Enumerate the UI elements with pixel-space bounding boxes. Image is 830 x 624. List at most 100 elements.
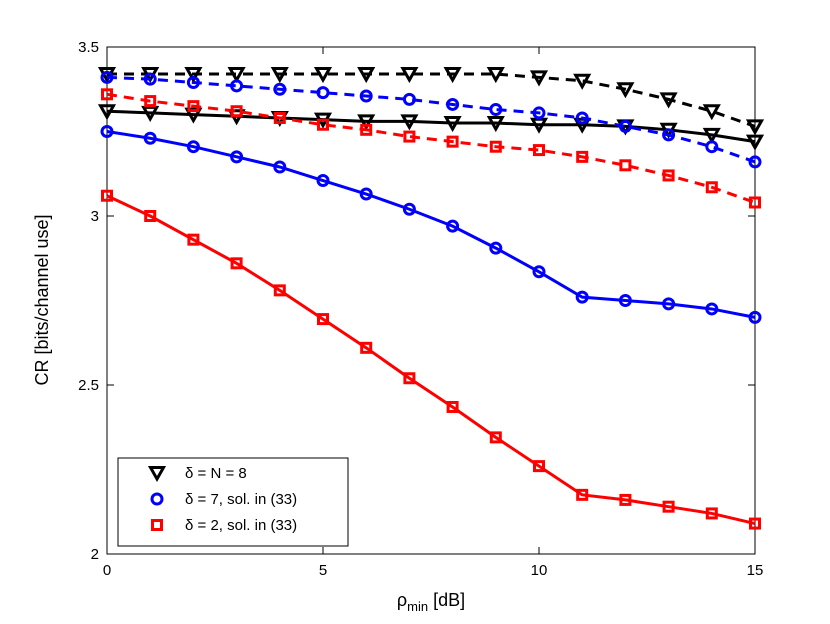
data-point-square bbox=[576, 150, 589, 163]
data-point-triangle-down bbox=[573, 73, 592, 90]
data-point-triangle-down bbox=[357, 67, 376, 84]
series-1 bbox=[97, 104, 765, 151]
data-point-circle bbox=[186, 75, 200, 89]
data-point-circle bbox=[662, 128, 676, 142]
data-point-circle bbox=[446, 219, 460, 233]
legend-box bbox=[117, 457, 349, 547]
legend-marker-circle bbox=[150, 492, 164, 506]
data-point-circle bbox=[748, 310, 762, 324]
data-point-triangle-down bbox=[702, 104, 721, 121]
data-point-triangle-down bbox=[486, 116, 505, 133]
data-point-triangle-down bbox=[702, 127, 721, 144]
data-point-square bbox=[619, 159, 632, 172]
data-point-circle bbox=[705, 302, 719, 316]
data-point-square bbox=[101, 189, 113, 202]
data-point-square bbox=[230, 257, 243, 270]
data-point-triangle-down bbox=[529, 70, 549, 87]
legend-label: δ = 7, sol. in (33) bbox=[185, 491, 297, 508]
data-point-circle bbox=[402, 92, 416, 106]
series-line bbox=[106, 75, 756, 164]
data-point-circle bbox=[489, 241, 503, 255]
data-point-square bbox=[273, 284, 286, 297]
data-point-circle bbox=[143, 72, 157, 86]
data-point-circle bbox=[359, 187, 373, 201]
data-point-square bbox=[489, 140, 502, 153]
data-point-circle bbox=[316, 86, 330, 100]
legend-label: δ = N = 8 bbox=[185, 465, 247, 482]
data-point-triangle-down bbox=[97, 104, 117, 121]
data-point-circle bbox=[489, 103, 503, 117]
series-line bbox=[106, 92, 756, 204]
data-point-square bbox=[662, 169, 675, 182]
data-point-square bbox=[705, 181, 718, 194]
y-tick-label: 2 bbox=[91, 546, 99, 563]
data-point-square bbox=[403, 130, 416, 143]
data-point-triangle-down bbox=[400, 67, 419, 84]
series-6 bbox=[101, 88, 761, 209]
data-point-circle bbox=[273, 82, 287, 96]
data-point-triangle-down bbox=[227, 67, 246, 84]
data-point-circle bbox=[748, 155, 762, 169]
y-tick-label: 2.5 bbox=[78, 377, 99, 394]
data-point-triangle-down bbox=[659, 92, 678, 109]
series-line bbox=[106, 194, 756, 526]
legend: δ = N = 8 δ = 7, sol. in (33) δ = 2, sol. … bbox=[117, 457, 349, 547]
data-point-square bbox=[144, 210, 157, 222]
series-layer bbox=[97, 67, 765, 530]
data-point-square bbox=[446, 400, 459, 413]
data-point-square bbox=[101, 88, 113, 101]
axes: 0 5 10 15 2 2.5 3 3.5 bbox=[78, 39, 763, 579]
x-tick-label: 10 bbox=[531, 562, 548, 579]
data-point-circle bbox=[230, 150, 244, 164]
x-tick-label: 0 bbox=[103, 562, 111, 579]
x-axis-label-sub: min bbox=[407, 599, 428, 614]
legend-marker-triangle-down bbox=[147, 466, 167, 483]
data-point-triangle-down bbox=[141, 105, 160, 122]
data-point-square bbox=[187, 100, 200, 113]
data-point-circle bbox=[402, 202, 416, 216]
data-point-square bbox=[360, 123, 373, 136]
data-point-triangle-down bbox=[357, 114, 376, 131]
data-point-circle bbox=[230, 79, 244, 93]
data-point-circle bbox=[662, 297, 676, 311]
series-line bbox=[106, 109, 756, 144]
series-line bbox=[106, 130, 756, 319]
data-point-square bbox=[317, 313, 329, 326]
data-point-triangle-down bbox=[745, 119, 765, 136]
data-point-triangle-down bbox=[745, 134, 765, 151]
x-tick-label: 15 bbox=[747, 562, 764, 579]
data-point-square bbox=[749, 517, 761, 530]
data-point-square bbox=[230, 105, 243, 118]
legend-marker-square bbox=[151, 519, 163, 531]
data-point-circle bbox=[575, 111, 589, 125]
series-line bbox=[107, 72, 756, 128]
data-point-triangle-down bbox=[313, 67, 333, 84]
data-point-circle bbox=[705, 140, 719, 154]
x-axis-label: ρmin [dB] bbox=[397, 590, 465, 614]
data-point-square bbox=[144, 95, 157, 108]
x-tick-label: 5 bbox=[319, 562, 327, 579]
data-point-square bbox=[187, 233, 200, 246]
data-point-square bbox=[662, 500, 675, 513]
data-point-triangle-down bbox=[184, 67, 203, 84]
series-5 bbox=[101, 189, 761, 530]
data-point-circle bbox=[532, 265, 546, 279]
data-point-circle bbox=[100, 125, 114, 138]
x-axis-label-unit: [dB] bbox=[428, 590, 465, 610]
data-point-circle bbox=[100, 70, 114, 84]
y-axis-label: CR [bits/channel use] bbox=[32, 214, 52, 385]
legend-label: δ = 2, sol. in (33) bbox=[185, 517, 297, 534]
data-point-circle bbox=[575, 290, 589, 304]
data-point-circle bbox=[273, 160, 287, 174]
data-point-square bbox=[489, 431, 502, 444]
data-point-circle bbox=[618, 294, 632, 307]
data-point-circle bbox=[446, 97, 460, 111]
data-point-circle bbox=[186, 140, 200, 154]
data-point-triangle-down bbox=[443, 67, 462, 84]
data-point-square bbox=[576, 488, 589, 501]
data-point-square bbox=[619, 493, 632, 506]
data-point-triangle-down bbox=[486, 67, 505, 84]
data-point-circle bbox=[316, 174, 330, 188]
data-point-square bbox=[317, 118, 329, 131]
